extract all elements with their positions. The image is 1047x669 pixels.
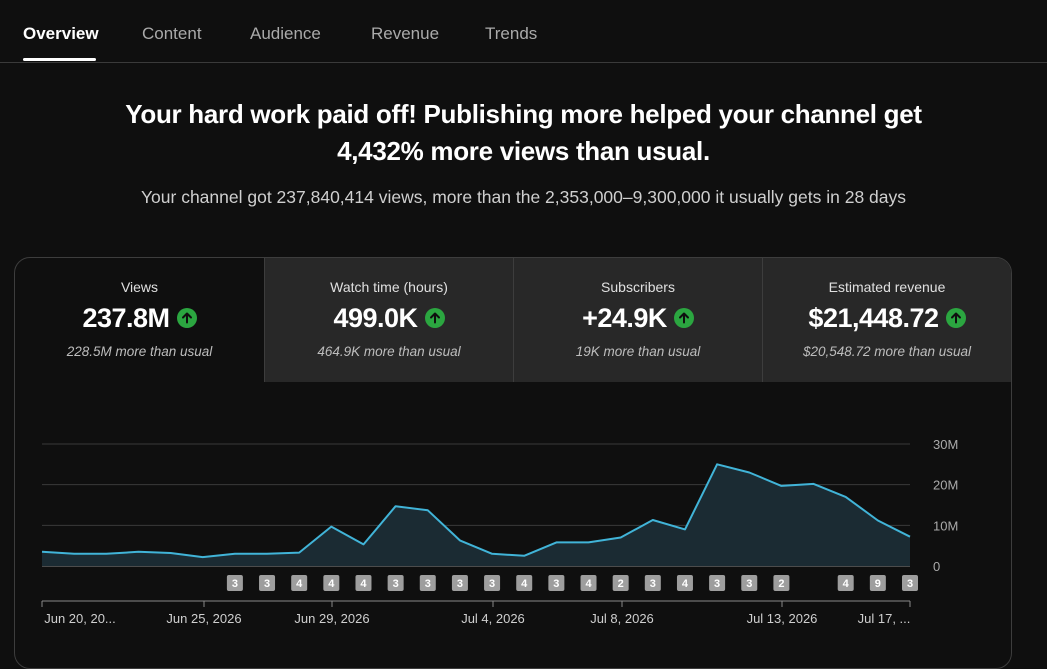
tab-bar: Overview Content Audience Revenue Trends [0,0,1047,63]
metric-value: $21,448.72 [808,302,939,333]
publish-marker-count: 4 [521,578,528,590]
publish-marker-count: 3 [714,578,720,590]
metric-tab-views[interactable]: Views 237.8M 228.5M more than usual [15,258,264,382]
publish-marker [612,575,629,591]
publish-marker-count: 3 [907,578,913,590]
x-tick-label: Jul 17, ... [858,611,911,626]
x-tick-label: Jun 20, 20... [44,611,116,626]
metric-comparison: $20,548.72 more than usual [802,344,972,359]
publish-marker-count: 4 [843,578,850,590]
metric-value: 499.0K [333,302,418,333]
x-tick-label: Jun 29, 2026 [294,611,369,626]
publish-marker [451,575,468,591]
x-tick-label: Jul 13, 2026 [747,611,818,626]
publish-marker-count: 4 [682,578,689,590]
metric-comparison: 228.5M more than usual [66,344,213,359]
metric-label: Subscribers [601,279,675,295]
active-tab-indicator [23,58,96,61]
publish-marker-count: 3 [650,578,656,590]
publish-marker [837,575,854,591]
publish-marker-count: 3 [746,578,752,590]
arrow-up-icon [424,308,445,328]
arrow-up-icon [673,308,694,328]
publish-marker [644,575,661,591]
metric-label: Estimated revenue [828,279,946,295]
publish-marker [869,575,886,591]
insight-subline: Your channel got 237,840,414 views, more… [140,187,907,207]
x-tick-label: Jul 4, 2026 [461,611,525,626]
y-tick-label: 20M [933,478,958,493]
publish-marker [484,575,501,591]
publish-marker-count: 3 [232,578,238,590]
y-tick-label: 10M [933,518,958,533]
metrics-card: Views 237.8M 228.5M more than usual Watc… [14,257,1012,669]
publish-marker [323,575,340,591]
tab-trends[interactable]: Trends [485,24,538,43]
publish-marker-count: 2 [618,578,624,590]
publish-marker-count: 3 [457,578,463,590]
publish-marker [516,575,533,591]
publish-marker-count: 2 [778,578,784,590]
arrow-up-icon [176,308,197,328]
metric-tab-estimated-revenue[interactable]: Estimated revenue $21,448.72 $20,548.72 … [762,258,1011,382]
x-tick-label: Jul 8, 2026 [590,611,654,626]
metric-tab-watch-time[interactable]: Watch time (hours) 499.0K 464.9K more th… [264,258,513,382]
publish-marker-count: 4 [585,578,592,590]
metric-comparison: 19K more than usual [575,344,701,359]
publish-marker [226,575,243,591]
publish-marker [355,575,372,591]
publish-marker-count: 3 [553,578,559,590]
area-fill [42,464,910,566]
publish-marker-count: 3 [393,578,399,590]
y-tick-label: 30M [933,437,958,452]
arrow-up-icon [945,308,966,328]
publish-marker [741,575,758,591]
publish-marker [580,575,597,591]
tab-audience[interactable]: Audience [250,24,321,43]
publish-marker [709,575,726,591]
publish-marker-count: 4 [360,578,367,590]
metric-value: 237.8M [82,302,170,333]
publish-marker [259,575,276,591]
y-tick-label: 0 [933,559,940,574]
metric-label: Watch time (hours) [330,279,448,295]
publish-marker [773,575,790,591]
publish-marker-count: 3 [489,578,495,590]
publish-marker-count: 9 [875,578,881,590]
publish-marker [387,575,404,591]
publish-marker-count: 4 [328,578,335,590]
publish-marker [676,575,693,591]
metric-label: Views [120,279,159,295]
publish-marker-count: 3 [425,578,431,590]
publish-marker [902,575,918,591]
tab-overview[interactable]: Overview [23,24,99,43]
publish-marker-count: 3 [264,578,270,590]
insight-headline: Your hard work paid off! Publishing more… [125,99,922,166]
metric-comparison: 464.9K more than usual [317,344,461,359]
tab-revenue[interactable]: Revenue [371,24,440,43]
tab-content[interactable]: Content [142,24,202,43]
series-line [41,463,911,559]
publish-marker-count: 4 [296,578,303,590]
publish-marker [419,575,436,591]
publish-marker [291,575,308,591]
x-tick-label: Jun 25, 2026 [166,611,241,626]
metric-value: +24.9K [582,302,667,333]
publish-marker [548,575,565,591]
metric-tab-subscribers[interactable]: Subscribers +24.9K 19K more than usual [513,258,762,382]
